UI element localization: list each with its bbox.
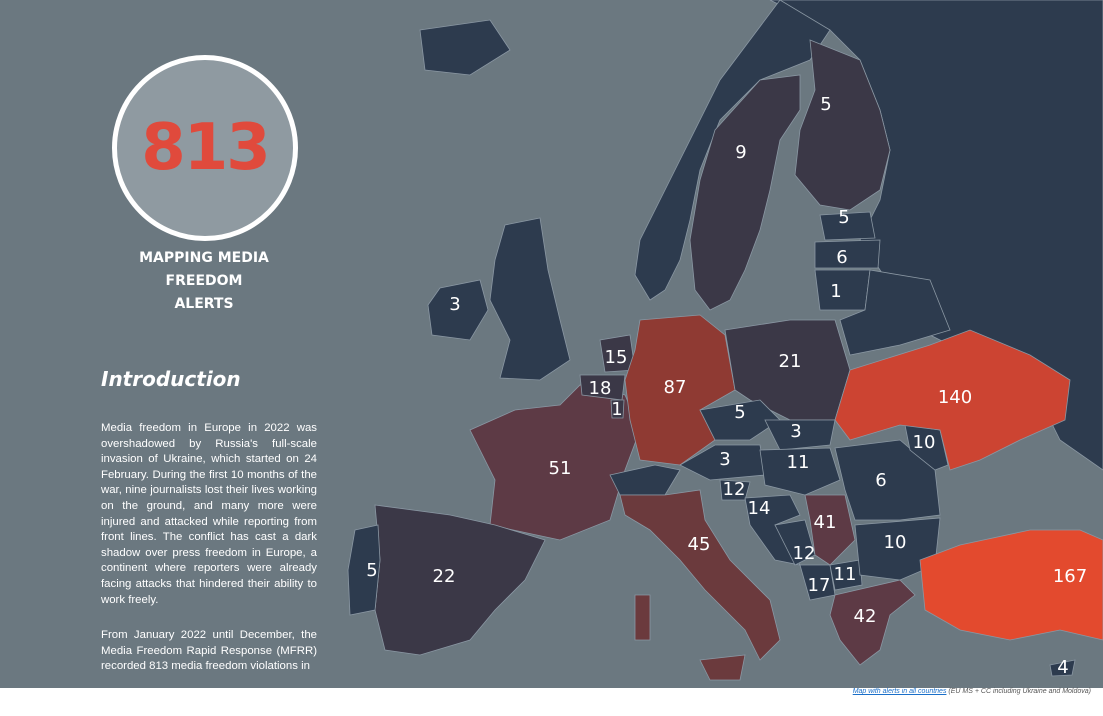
count-belgium: 18 bbox=[589, 378, 612, 399]
count-spain: 22 bbox=[433, 566, 456, 587]
count-poland: 21 bbox=[779, 351, 802, 372]
country-romania[interactable] bbox=[834, 439, 941, 521]
count-north-macedonia: 11 bbox=[834, 564, 857, 585]
count-germany: 87 bbox=[664, 377, 687, 398]
country-finland[interactable] bbox=[794, 39, 891, 211]
total-alerts-value: 813 bbox=[141, 111, 271, 185]
count-slovakia: 3 bbox=[790, 421, 801, 442]
country-iceland[interactable] bbox=[419, 19, 511, 76]
footer: Map with alerts in all countries (EU MS … bbox=[0, 688, 1103, 716]
count-romania: 6 bbox=[875, 470, 886, 491]
count-czechia: 5 bbox=[734, 402, 745, 423]
map-all-countries-link[interactable]: Map with alerts in all countries bbox=[852, 688, 947, 695]
caption-line: MAPPING MEDIA bbox=[139, 250, 269, 266]
count-italy: 45 bbox=[688, 534, 711, 555]
country-germany[interactable] bbox=[624, 314, 736, 466]
country-estonia[interactable] bbox=[819, 211, 876, 241]
country-belarus[interactable] bbox=[839, 269, 951, 356]
intro-heading: Introduction bbox=[101, 367, 241, 391]
country-hungary[interactable] bbox=[759, 447, 841, 496]
country-italy[interactable] bbox=[619, 489, 781, 661]
map-stage: 5 9 5 6 1 3 15 18 1 87 21 5 3 3 11 12 14… bbox=[0, 0, 1103, 688]
count-france: 51 bbox=[549, 458, 572, 479]
count-turkey: 167 bbox=[1053, 566, 1087, 587]
country-sweden[interactable] bbox=[689, 74, 801, 311]
count-ireland: 3 bbox=[449, 294, 460, 315]
country-uk[interactable] bbox=[489, 217, 571, 381]
country-north-macedonia[interactable] bbox=[829, 559, 863, 591]
footer-note-text: (EU MS + CC including Ukraine and Moldov… bbox=[948, 688, 1091, 695]
footer-note: Map with alerts in all countries (EU MS … bbox=[853, 688, 1091, 695]
intro-paragraph: From January 2022 until December, the Me… bbox=[101, 629, 317, 673]
count-sweden: 9 bbox=[735, 142, 746, 163]
country-portugal[interactable] bbox=[347, 524, 381, 616]
island-sicily[interactable] bbox=[699, 654, 746, 681]
count-finland: 5 bbox=[820, 94, 831, 115]
country-slovakia[interactable] bbox=[764, 419, 836, 451]
country-turkey[interactable] bbox=[919, 529, 1103, 641]
total-alerts-circle: 813 bbox=[112, 55, 298, 241]
count-moldova: 10 bbox=[913, 432, 936, 453]
counter-caption: MAPPING MEDIA FREEDOM ALERTS bbox=[124, 247, 284, 316]
country-greece[interactable] bbox=[829, 579, 916, 666]
country-bulgaria[interactable] bbox=[854, 517, 941, 581]
island-sardinia[interactable] bbox=[634, 594, 651, 641]
count-estonia: 5 bbox=[838, 207, 849, 228]
country-czechia[interactable] bbox=[699, 399, 781, 441]
caption-line: ALERTS bbox=[174, 296, 234, 312]
country-lithuania[interactable] bbox=[814, 269, 871, 311]
country-cyprus[interactable] bbox=[1049, 659, 1076, 677]
count-montenegro: 17 bbox=[808, 575, 831, 596]
count-luxembourg: 1 bbox=[611, 399, 622, 420]
alert-count-labels: 5 9 5 6 1 3 15 18 1 87 21 5 3 3 11 12 14… bbox=[366, 94, 1087, 678]
count-bulgaria: 10 bbox=[884, 532, 907, 553]
count-austria: 3 bbox=[719, 449, 730, 470]
count-slovenia: 12 bbox=[723, 479, 746, 500]
country-luxembourg[interactable] bbox=[610, 399, 625, 419]
caption-line: FREEDOM bbox=[165, 273, 243, 289]
country-switzerland[interactable] bbox=[609, 464, 681, 496]
count-serbia: 41 bbox=[814, 512, 837, 533]
count-bosnia: 12 bbox=[793, 543, 816, 564]
country-ireland[interactable] bbox=[427, 279, 489, 341]
count-portugal: 5 bbox=[366, 560, 377, 581]
country-norway[interactable] bbox=[634, 0, 831, 301]
count-croatia: 14 bbox=[748, 498, 771, 519]
intro-paragraph: Media freedom in Europe in 2022 was over… bbox=[101, 422, 317, 606]
count-cyprus: 4 bbox=[1057, 657, 1068, 678]
count-lithuania: 1 bbox=[830, 281, 841, 302]
country-latvia[interactable] bbox=[814, 239, 881, 269]
count-hungary: 11 bbox=[787, 452, 810, 473]
count-ukraine: 140 bbox=[938, 387, 972, 408]
count-greece: 42 bbox=[854, 606, 877, 627]
count-netherlands: 15 bbox=[605, 347, 628, 368]
country-ukraine[interactable] bbox=[834, 329, 1071, 471]
europe-map: 5 9 5 6 1 3 15 18 1 87 21 5 3 3 11 12 14… bbox=[347, 0, 1103, 681]
count-latvia: 6 bbox=[836, 247, 847, 268]
